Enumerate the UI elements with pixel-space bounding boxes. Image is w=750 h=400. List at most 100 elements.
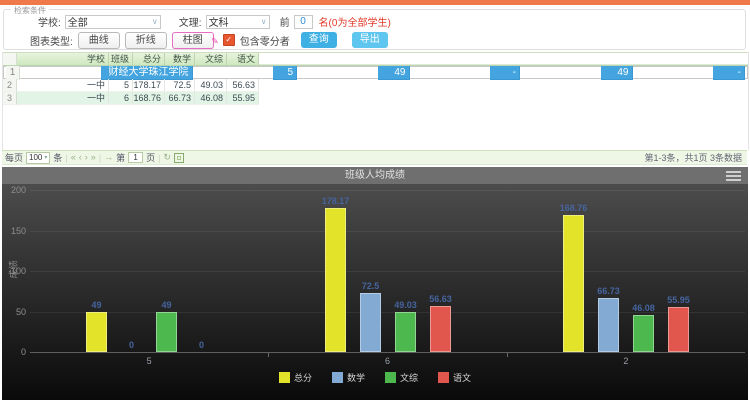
bar-value-label: 49.03 [394, 300, 417, 310]
chart-title: 班级人均成绩 [2, 167, 748, 184]
last-page-icon[interactable]: » [90, 152, 96, 162]
gridline [30, 271, 745, 272]
goto-page-icon: → [104, 152, 114, 162]
x-category-label: 6 [384, 356, 390, 366]
results-grid: 学校 班级 总分 数学 文综 语文 1 财经大学珠江学院 5 49-49-2 一中 5 178.17 7… [2, 52, 749, 150]
cell-总分: 168.76 [133, 92, 165, 105]
cell-文综: 46.08 [195, 92, 227, 105]
gridline [30, 190, 745, 191]
chevron-down-icon: ∨ [260, 17, 267, 26]
cell-总分: 178.17 [133, 79, 165, 92]
bar-chart-button[interactable]: 柱图 ✎ [171, 31, 219, 49]
top-n-input[interactable] [293, 14, 313, 29]
bar-语文-2 [668, 307, 689, 352]
legend-item-文综[interactable]: 文综 [385, 371, 418, 384]
line-chart-button[interactable]: 折线 [124, 31, 167, 49]
cell-文综: 49 [600, 65, 633, 80]
cell-学校: 财经大学珠江学院 [100, 65, 193, 80]
wenli-select[interactable]: 文科 ∨ [205, 14, 270, 29]
next-page-icon[interactable]: › [84, 152, 88, 162]
grid-header: 学校 班级 总分 数学 文综 语文 [3, 52, 748, 66]
cell-语文: 55.95 [227, 92, 259, 105]
x-category-label: 5 [146, 356, 152, 366]
x-axis-line [30, 352, 745, 353]
school-select[interactable]: 全部 ∨ [64, 14, 161, 29]
cell-班级: 6 [109, 92, 133, 105]
header-filler [259, 53, 748, 65]
wenli-select-value: 文科 [208, 18, 229, 29]
cell-班级: 5 [109, 79, 133, 92]
bar-value-label: 66.73 [597, 286, 620, 296]
column-header-0[interactable]: 学校 [17, 53, 109, 65]
gridline [30, 311, 745, 313]
legend-label: 文综 [400, 373, 419, 383]
cell-学校: 一中 [17, 92, 109, 105]
bar-value-label: 178.17 [321, 196, 350, 206]
table-row[interactable]: 3 一中 6 168.76 66.73 46.08 55.95 [3, 92, 748, 105]
bar-value-label: 168.76 [559, 203, 588, 213]
prev-page-icon[interactable]: ‹ [78, 152, 82, 162]
bar-value-label: 0 [198, 340, 204, 350]
top-n-note: 名(0为全部学生) [318, 18, 391, 29]
legend-swatch [331, 372, 343, 383]
table-row[interactable]: 1 财经大学珠江学院 5 49 - 49 - [3, 65, 748, 80]
chart-type-label: 图表类型: [30, 36, 73, 48]
legend-item-数学[interactable]: 数学 [331, 371, 365, 384]
bar-value-label: 49 [91, 300, 102, 310]
bar-语文-6 [430, 306, 451, 352]
page-number-input[interactable] [128, 152, 144, 163]
column-header-1[interactable]: 班级 [109, 53, 133, 65]
refresh-icon[interactable]: ↻ [163, 152, 172, 162]
bar-总分-5 [86, 312, 107, 352]
cell-班级: 5 [273, 65, 297, 80]
chevron-down-icon: ∨ [151, 17, 158, 26]
rownum-cell: 1 [6, 65, 20, 80]
bar-chart-button-label: 柱图 [182, 34, 203, 46]
bar-数学-6 [360, 293, 381, 352]
rownum-cell: 2 [3, 79, 17, 92]
bar-数学-2 [598, 298, 619, 352]
y-tick-label: 50 [15, 306, 26, 317]
legend-item-语文[interactable]: 语文 [438, 371, 471, 384]
x-axis-tick [268, 353, 270, 357]
legend-label: 语文 [453, 373, 472, 383]
column-header-3[interactable]: 数学 [165, 53, 195, 65]
y-tick-label: 150 [10, 225, 26, 236]
legend-swatch [438, 372, 450, 383]
school-label: 学校: [38, 18, 61, 29]
y-tick-label: 100 [10, 266, 26, 276]
bar-文综-5 [156, 312, 177, 352]
bar-文综-2 [633, 315, 654, 352]
bar-value-label: 55.95 [667, 295, 690, 305]
cell-语文: - [713, 65, 745, 80]
pager-bar: 每页 100 ▾ 条 | « ‹ › » | → 第 页 | ↻ 第1-3条，共… [2, 150, 747, 165]
goto-suffix-label: 页 [146, 153, 156, 163]
first-page-icon[interactable]: « [70, 152, 76, 162]
export-button[interactable]: 导出 [351, 32, 388, 48]
column-header-2[interactable]: 总分 [133, 53, 165, 65]
y-tick-label: 0 [20, 347, 26, 357]
column-header-4[interactable]: 文综 [195, 53, 227, 65]
cell-语文: 56.63 [227, 79, 259, 92]
page-size-select[interactable]: 100 ▾ [26, 151, 51, 164]
y-tick-label: 200 [10, 185, 26, 195]
legend-label: 总分 [293, 373, 312, 383]
bar-value-label: 49 [161, 300, 172, 310]
curve-chart-button[interactable]: 曲线 [77, 31, 120, 49]
pager-separator: | [98, 152, 102, 163]
column-header-5[interactable]: 语文 [227, 53, 259, 65]
fullscreen-icon[interactable] [174, 152, 185, 163]
x-axis-tick [506, 353, 508, 357]
pager-info: 第1-3条，共1页 3条数据 [644, 153, 742, 163]
chart-menu-icon[interactable] [726, 171, 741, 181]
include-zero-checkbox[interactable]: ✓ [222, 34, 235, 46]
query-button[interactable]: 查询 [300, 32, 337, 48]
cell-数学: 72.5 [165, 79, 195, 92]
bar-value-label: 56.63 [429, 294, 452, 304]
legend-item-总分[interactable]: 总分 [278, 371, 312, 384]
table-row[interactable]: 2 一中 5 178.17 72.5 49.03 56.63 [3, 79, 748, 92]
cell-文综: 49.03 [195, 79, 227, 92]
goto-prefix-label: 第 [116, 153, 126, 163]
unit-label: 条 [53, 153, 63, 163]
